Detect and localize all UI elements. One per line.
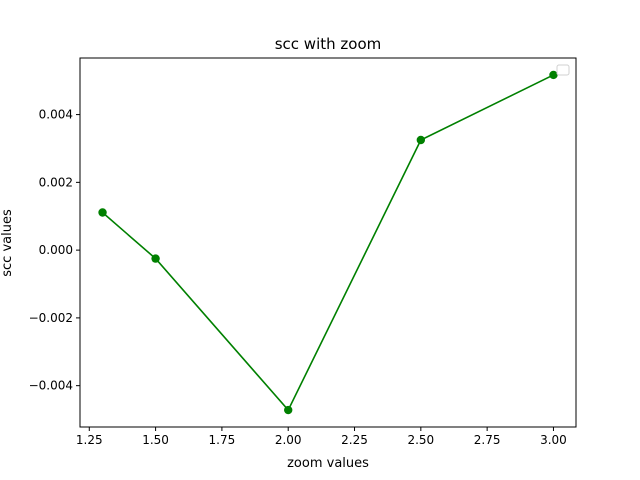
x-tick-label: 1.50 (142, 433, 169, 447)
data-point (284, 405, 293, 415)
y-tick-label: −0.002 (29, 311, 73, 325)
y-tick-label: 0.004 (39, 108, 73, 122)
x-tick-label: 2.25 (341, 433, 368, 447)
x-tick-label: 2.75 (474, 433, 501, 447)
x-tick-label: 2.00 (275, 433, 302, 447)
y-tick-label: −0.004 (29, 379, 73, 393)
x-tick-label: 3.00 (540, 433, 567, 447)
y-tick-label: 0.000 (39, 243, 73, 257)
x-tick-label: 1.75 (209, 433, 236, 447)
y-axis-label: scc values (0, 209, 15, 277)
legend-box (556, 64, 570, 76)
axes-frame (79, 57, 577, 428)
x-axis-label: zoom values (287, 456, 369, 471)
y-tick-label: 0.002 (39, 175, 73, 189)
data-point (549, 70, 558, 80)
data-point (151, 254, 160, 263)
x-tick-label: 1.25 (76, 433, 103, 447)
x-tick-label: 2.50 (407, 433, 434, 447)
data-point (416, 135, 426, 145)
plot-area: 1.25 1.50 1.75 2.00 2.25 2.50 2.75 3.00 −0.004 −0… (29, 57, 577, 447)
data-point (98, 208, 107, 217)
chart-title: scc with zoom (275, 35, 382, 53)
